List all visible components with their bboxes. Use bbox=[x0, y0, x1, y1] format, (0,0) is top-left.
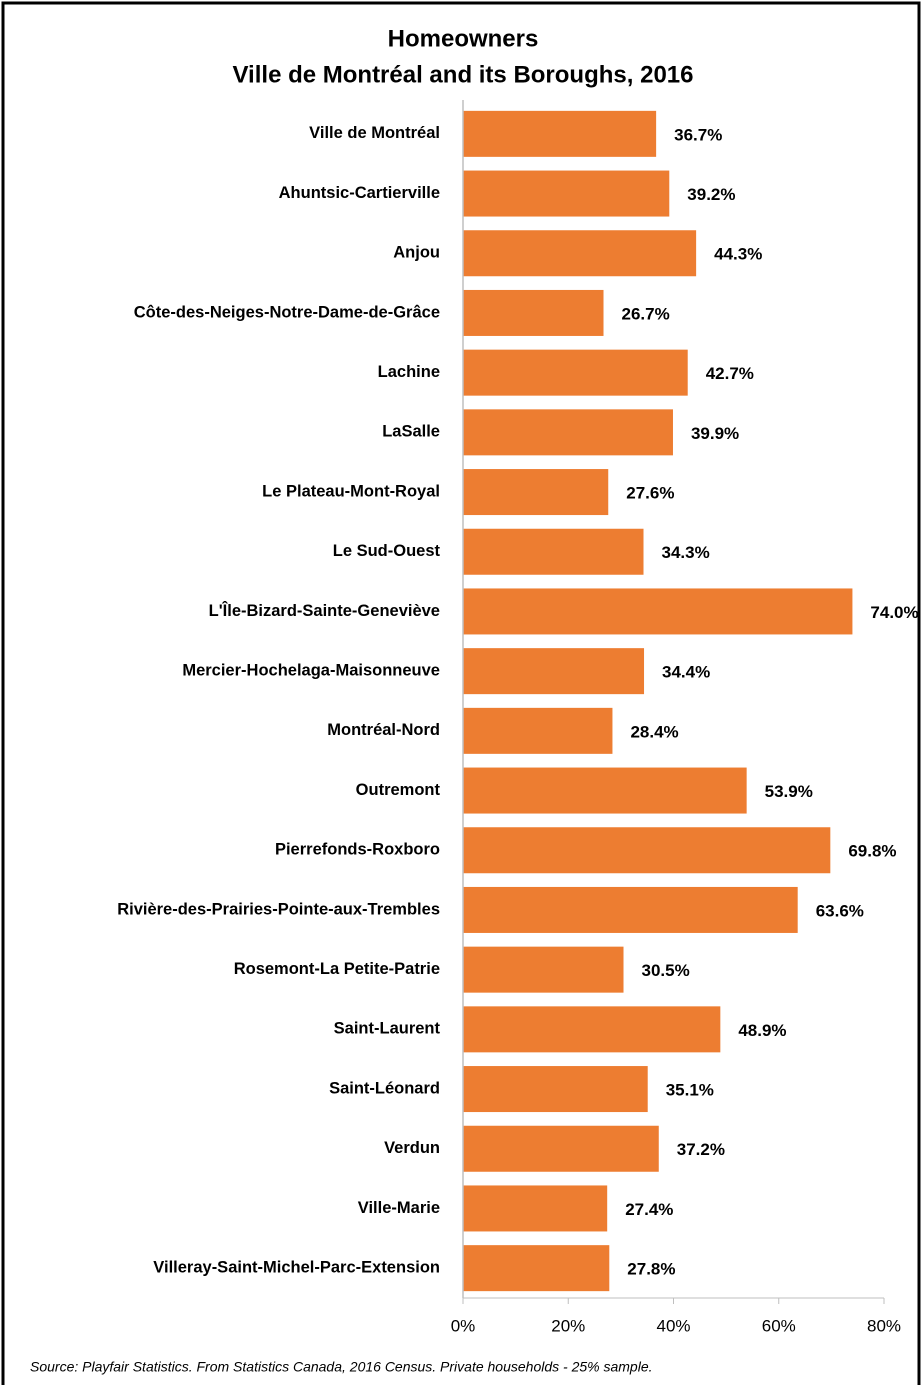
bar bbox=[463, 289, 604, 336]
y-tick-label: Ville de Montréal bbox=[309, 124, 440, 142]
bar bbox=[463, 588, 853, 635]
value-label: 69.8% bbox=[848, 842, 896, 861]
value-label: 30.5% bbox=[642, 961, 690, 980]
y-tick-label: Ahuntsic-Cartierville bbox=[279, 184, 440, 202]
x-tick-label: 80% bbox=[867, 1316, 901, 1335]
value-label: 44.3% bbox=[714, 245, 762, 264]
value-label: 27.4% bbox=[625, 1200, 673, 1219]
bar bbox=[463, 110, 657, 157]
bar bbox=[463, 707, 613, 754]
bar bbox=[463, 528, 644, 575]
value-label: 39.2% bbox=[687, 185, 735, 204]
bar bbox=[463, 170, 670, 217]
value-label: 42.7% bbox=[706, 364, 754, 383]
x-tick-label: 20% bbox=[551, 1316, 585, 1335]
value-label: 27.8% bbox=[627, 1260, 675, 1279]
y-tick-label: Côte-des-Neiges-Notre-Dame-de-Grâce bbox=[134, 303, 440, 321]
bar bbox=[463, 1125, 659, 1172]
y-tick-label: Le Sud-Ouest bbox=[333, 542, 441, 560]
y-tick-label: Outremont bbox=[356, 781, 441, 799]
value-label: 37.2% bbox=[677, 1140, 725, 1159]
y-tick-label: Mercier-Hochelaga-Maisonneuve bbox=[182, 662, 440, 680]
value-label: 39.9% bbox=[691, 424, 739, 443]
y-tick-label: Montréal-Nord bbox=[327, 721, 440, 739]
y-tick-label: Saint-Léonard bbox=[329, 1079, 440, 1097]
value-label: 53.9% bbox=[765, 782, 813, 801]
bar bbox=[463, 230, 697, 277]
y-tick-label: Ville-Marie bbox=[358, 1199, 440, 1217]
bar bbox=[463, 1066, 648, 1113]
bar bbox=[463, 1245, 610, 1292]
bar bbox=[463, 946, 624, 993]
value-label: 28.4% bbox=[630, 722, 678, 741]
value-label: 36.7% bbox=[674, 125, 722, 144]
value-label: 26.7% bbox=[622, 304, 670, 323]
y-tick-label: Saint-Laurent bbox=[334, 1020, 441, 1038]
y-tick-label: Verdun bbox=[384, 1139, 440, 1157]
y-tick-label: Lachine bbox=[378, 363, 440, 381]
source-note: Source: Playfair Statistics. From Statis… bbox=[30, 1359, 653, 1375]
bar bbox=[463, 1006, 721, 1053]
chart-title: Homeowners bbox=[388, 25, 539, 52]
value-label: 34.3% bbox=[662, 543, 710, 562]
y-tick-label: Anjou bbox=[393, 244, 440, 262]
y-tick-label: LaSalle bbox=[382, 423, 440, 441]
y-tick-label: Villeray-Saint-Michel-Parc-Extension bbox=[153, 1259, 440, 1277]
chart-subtitle: Ville de Montréal and its Boroughs, 2016 bbox=[232, 61, 693, 88]
y-tick-label: Rosemont-La Petite-Patrie bbox=[234, 960, 440, 978]
bar bbox=[463, 1185, 608, 1232]
y-tick-label: Pierrefonds-Roxboro bbox=[275, 841, 440, 859]
bar bbox=[463, 469, 609, 516]
bar bbox=[463, 648, 645, 695]
bar bbox=[463, 349, 688, 396]
value-label: 48.9% bbox=[738, 1021, 786, 1040]
value-label: 63.6% bbox=[816, 901, 864, 920]
y-tick-label: Rivière-des-Prairies-Pointe-aux-Trembles bbox=[117, 900, 440, 918]
value-label: 34.4% bbox=[662, 663, 710, 682]
value-label: 35.1% bbox=[666, 1081, 714, 1100]
x-tick-label: 40% bbox=[656, 1316, 690, 1335]
value-label: 74.0% bbox=[870, 603, 918, 622]
bar bbox=[463, 886, 798, 933]
x-tick-label: 60% bbox=[762, 1316, 796, 1335]
bar bbox=[463, 409, 673, 456]
x-tick-label: 0% bbox=[451, 1316, 476, 1335]
bar bbox=[463, 827, 831, 874]
bar bbox=[463, 767, 747, 814]
y-tick-label: L'Île-Bizard-Sainte-Geneviève bbox=[209, 601, 440, 620]
value-label: 27.6% bbox=[626, 484, 674, 503]
y-tick-label: Le Plateau-Mont-Royal bbox=[262, 482, 440, 500]
